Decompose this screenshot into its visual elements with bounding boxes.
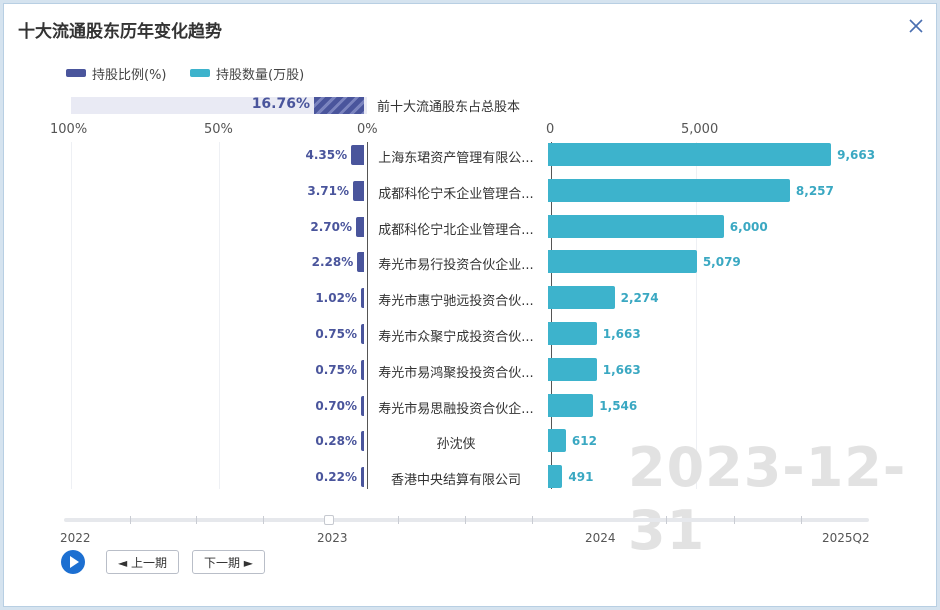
timeline-track[interactable]: [64, 518, 869, 522]
shares-bar: [548, 178, 790, 202]
pct-bar: [361, 324, 364, 344]
shares-bar: [548, 429, 566, 453]
panel-title: 十大流通股东历年变化趋势: [18, 22, 222, 42]
pct-bar: [356, 216, 364, 237]
play-button[interactable]: [61, 550, 85, 574]
shares-bar: [548, 214, 724, 238]
legend-label-shares: 持股数量(万股): [216, 67, 305, 83]
timeline-label-2023[interactable]: 2023: [317, 531, 348, 545]
shares-value-label: 6,000: [729, 219, 768, 234]
legend-label-pct: 持股比例(%): [92, 67, 167, 83]
shareholder-name: 香港中央结算有限公司: [390, 473, 521, 489]
shareholder-name: 上海东珺资产管理有限公...: [378, 151, 534, 166]
timeline-label-2024[interactable]: 2024: [585, 531, 616, 545]
timeline-mark: [801, 516, 802, 524]
timeline-handle[interactable]: [324, 515, 334, 525]
shareholder-name: 成都科伦宁北企业管理合...: [378, 222, 534, 238]
shares-bar: [548, 465, 563, 489]
shareholder-name: 寿光市易鸿聚投投资合伙...: [378, 365, 534, 381]
shares-value-label: 1,546: [599, 398, 638, 413]
timeline-mark: [196, 516, 197, 524]
pct-value-label: 0.75%: [315, 362, 357, 377]
shares-tick-5000: 5,000: [681, 122, 719, 137]
shares-value-label: 8,257: [795, 183, 834, 198]
pct-bar: [353, 180, 364, 201]
pct-value-label: 4.35%: [305, 148, 348, 162]
pct-value-label: 0.75%: [315, 327, 357, 341]
next-period-button[interactable]: 下一期 ►: [192, 550, 265, 574]
pct-value-label: 2.28%: [311, 255, 354, 270]
shares-bar: [548, 250, 697, 274]
legend-swatch-pct: [66, 69, 86, 77]
shares-value-label: 1,663: [602, 327, 641, 341]
pct-value-label: 2.70%: [310, 219, 352, 234]
close-icon[interactable]: [906, 16, 926, 36]
pct-bar: [361, 467, 364, 488]
pct-bar: [360, 288, 364, 309]
pct-bar: [361, 431, 364, 452]
gridline: [219, 142, 220, 489]
timeline-label-2025q2[interactable]: 2025Q2: [822, 531, 870, 545]
shares-bar: [548, 143, 832, 166]
timeline-mark: [465, 516, 466, 524]
date-watermark: 2023-12-31: [628, 436, 907, 562]
chart-panel: 十大流通股东历年变化趋势 持股比例(%) 持股数量(万股) 16.76% 前十大…: [3, 3, 937, 607]
shares-value-label: 2,274: [620, 291, 659, 306]
legend-swatch-shares: [190, 69, 210, 77]
timeline-mark: [532, 516, 533, 524]
pct-value-label: 3.71%: [307, 183, 350, 198]
pct-bar: [351, 145, 364, 165]
gridline: [696, 142, 697, 489]
timeline-mark: [666, 516, 667, 524]
shares-value-label: 491: [568, 470, 594, 485]
shareholder-name: 寿光市众聚宁成投资合伙...: [378, 330, 534, 345]
shares-value-label: 5,079: [702, 255, 741, 270]
timeline-mark: [734, 516, 735, 524]
pct-bar: [361, 395, 364, 416]
shareholder-name: 成都科伦宁禾企业管理合...: [378, 186, 534, 202]
total-bar-fill: [314, 97, 364, 114]
shares-value-label: 1,663: [602, 362, 641, 377]
shareholder-name: 寿光市惠宁驰远投资合伙...: [378, 294, 534, 310]
timeline-mark: [130, 516, 131, 524]
prev-period-button[interactable]: ◄ 上一期: [106, 550, 179, 574]
pct-bar: [361, 359, 364, 380]
pct-tick-100: 100%: [50, 122, 88, 137]
total-value: 16.76%: [251, 96, 310, 112]
timeline-mark: [263, 516, 264, 524]
pct-value-label: 0.22%: [315, 470, 357, 485]
shares-bar: [548, 286, 615, 310]
timeline-mark: [398, 516, 399, 524]
gridline: [71, 142, 72, 489]
pct-value-label: 0.28%: [315, 434, 357, 449]
shares-value-label: 9,663: [837, 148, 876, 162]
pct-axis-line: [367, 142, 368, 489]
legend-item-shares[interactable]: 持股数量(万股): [190, 65, 305, 83]
pct-value-label: 1.02%: [315, 291, 357, 306]
shares-value-label: 612: [571, 434, 597, 449]
timeline-label-2022[interactable]: 2022: [60, 531, 91, 545]
pct-tick-0: 0%: [357, 122, 378, 137]
shares-bar: [548, 357, 597, 381]
shares-axis-line: [551, 142, 552, 489]
legend-item-pct[interactable]: 持股比例(%): [66, 65, 167, 83]
total-label: 前十大流通股东占总股本: [377, 100, 521, 115]
pct-tick-50: 50%: [204, 122, 233, 137]
total-bar-track: [71, 97, 367, 114]
shareholder-name: 孙沈侠: [436, 437, 476, 453]
shares-tick-0: 0: [546, 122, 555, 137]
shares-bar: [548, 322, 597, 345]
pct-bar: [357, 252, 364, 273]
shareholder-name: 寿光市易思融投资合伙企...: [378, 401, 534, 417]
shares-bar: [548, 393, 594, 417]
shareholder-name: 寿光市易行投资合伙企业...: [378, 258, 534, 274]
pct-value-label: 0.70%: [315, 398, 357, 413]
